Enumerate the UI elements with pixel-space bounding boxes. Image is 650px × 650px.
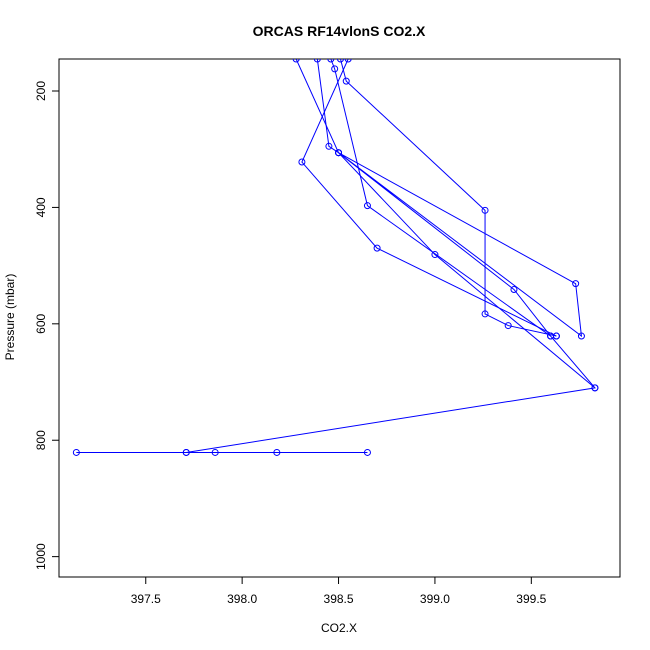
data-point <box>342 77 350 85</box>
data-point <box>335 149 343 157</box>
x-tick-label: 397.5 <box>131 592 161 606</box>
x-tick-label: 398.0 <box>227 592 257 606</box>
series-line-1 <box>76 59 596 453</box>
x-axis-label: CO2.X <box>321 621 357 635</box>
data-point <box>577 332 585 340</box>
data-point <box>292 59 300 63</box>
data-point <box>327 59 335 63</box>
data-point <box>363 448 371 456</box>
data-point <box>72 448 80 456</box>
x-tick-label: 399.0 <box>420 592 450 606</box>
data-point <box>273 448 281 456</box>
series-layer <box>76 59 596 453</box>
data-point <box>481 310 489 318</box>
data-point <box>572 280 580 288</box>
y-tick-label: 600 <box>34 313 48 333</box>
points-layer <box>72 59 599 456</box>
data-point <box>298 158 306 166</box>
x-tick-label: 398.5 <box>324 592 354 606</box>
x-tick-label: 399.5 <box>516 592 546 606</box>
y-axis: 200 400 600 800 1000 <box>34 81 59 570</box>
data-point <box>481 206 489 214</box>
series-line-3 <box>330 59 551 337</box>
chart-title: ORCAS RF14vlonS CO2.X <box>253 23 426 39</box>
y-tick-label: 800 <box>34 430 48 450</box>
y-tick-label: 1000 <box>34 543 48 570</box>
data-point <box>504 322 512 330</box>
data-point <box>431 251 439 259</box>
data-point <box>591 384 599 392</box>
series-line-5 <box>295 59 596 389</box>
data-point <box>211 448 219 456</box>
data-point <box>552 332 560 340</box>
data-point <box>344 59 352 63</box>
plot-frame <box>58 58 621 578</box>
series-line-2 <box>301 59 557 337</box>
data-point <box>313 59 321 63</box>
y-tick-label: 200 <box>34 81 48 101</box>
data-point <box>363 202 371 210</box>
data-point <box>373 244 381 252</box>
data-point <box>510 285 518 293</box>
data-point <box>182 448 190 456</box>
data-point <box>325 142 333 150</box>
series-line-4 <box>339 59 557 337</box>
y-tick-label: 400 <box>34 197 48 217</box>
data-point <box>336 59 344 63</box>
x-axis: 397.5 398.0 398.5 399.0 399.5 <box>131 577 547 606</box>
y-axis-label: Pressure (mbar) <box>3 274 17 361</box>
data-point <box>331 65 339 73</box>
